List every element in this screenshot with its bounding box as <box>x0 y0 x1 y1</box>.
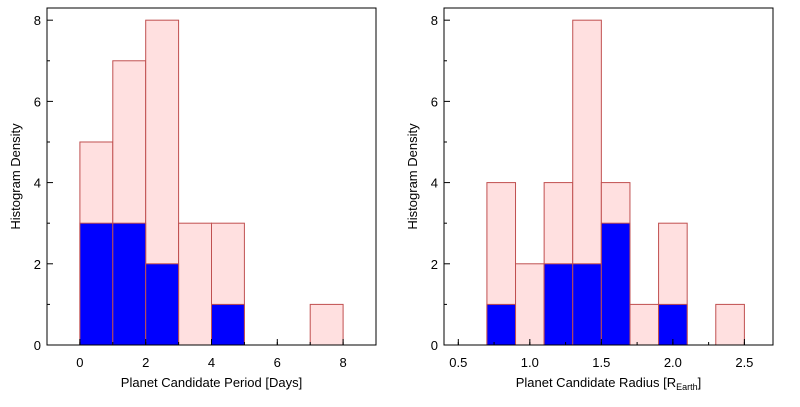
bar-total-2 <box>515 263 545 346</box>
bar-total-7 <box>309 303 344 346</box>
bar-subset-3 <box>543 263 574 346</box>
y-tick-label: 0 <box>34 338 41 353</box>
y-tick-label: 8 <box>34 13 41 28</box>
chart-panel-left: 0 2 4 6 8 0 2 4 6 8 Planet Candidate Period [Days]… <box>8 7 377 390</box>
bar-subset-5 <box>600 222 631 346</box>
bar-total-3 <box>178 222 213 346</box>
bar-subset-1 <box>486 303 517 346</box>
y-tick-label: 2 <box>431 257 438 272</box>
y-tick-label: 4 <box>34 176 41 191</box>
y-tick-label: 4 <box>431 176 438 191</box>
x-tick-label: 8 <box>339 355 346 370</box>
y-tick-label: 6 <box>431 94 438 109</box>
bar-subset-4 <box>572 263 602 346</box>
x-tick-label: 2.5 <box>735 355 753 370</box>
y-tick-label: 6 <box>34 94 41 109</box>
x-tick-label: 1.5 <box>592 355 610 370</box>
x-axis-title: Planet Candidate Radius [REarth] <box>516 375 702 392</box>
y-tick-label: 2 <box>34 257 41 272</box>
y-tick-label: 8 <box>431 13 438 28</box>
bar-subset-2 <box>145 263 180 346</box>
y-axis-title: Histogram Density <box>405 123 420 230</box>
x-tick-label: 2.0 <box>664 355 682 370</box>
x-tick-label: 2 <box>142 355 149 370</box>
bar-subset-4 <box>211 303 245 346</box>
bar-subset-1 <box>112 222 147 346</box>
x-tick-label: 6 <box>274 355 281 370</box>
x-tick-label: 1.0 <box>521 355 539 370</box>
x-tick-label: 4 <box>208 355 215 370</box>
y-tick-label: 0 <box>431 338 438 353</box>
x-tick-label: 0.5 <box>449 355 467 370</box>
bar-total-9 <box>715 303 745 346</box>
x-axis-title: Planet Candidate Period [Days] <box>121 375 302 390</box>
x-tick-label: 0 <box>76 355 83 370</box>
bar-total-6 <box>629 303 660 346</box>
plot-frame <box>443 7 774 346</box>
bar-subset-0 <box>79 222 114 346</box>
y-axis-title: Histogram Density <box>8 123 23 230</box>
chart-panel-right: 0.5 1.0 1.5 2.0 2.5 0 2 4 6 8 Planet Candidate Rad… <box>405 7 774 392</box>
bar-subset-7 <box>658 303 688 346</box>
